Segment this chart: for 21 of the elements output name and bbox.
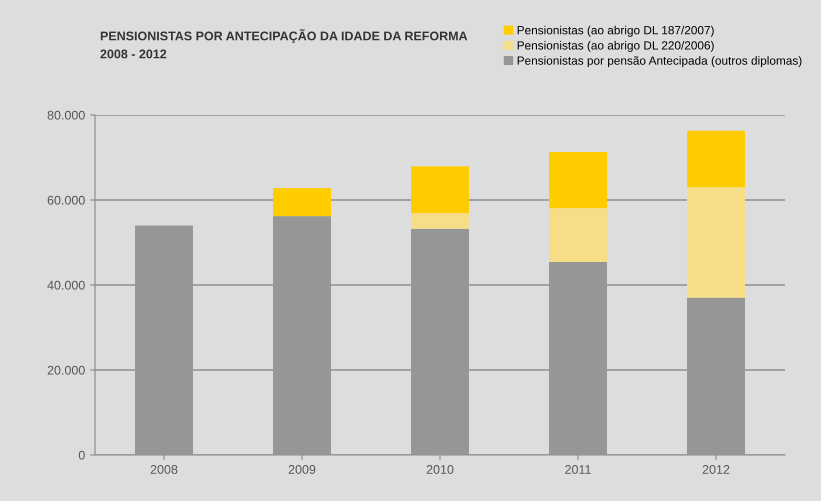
bar: [411, 213, 469, 229]
y-tick-label: 40.000: [47, 280, 85, 290]
bar: [687, 130, 745, 188]
bar: [687, 187, 745, 298]
x-tick-label: 2010: [426, 465, 454, 474]
legend-label: Pensionistas (ao abrigo DL 187/2007): [518, 26, 714, 37]
x-tick-label: 2009: [288, 465, 316, 474]
x-tick-label: 2011: [565, 465, 591, 474]
bar: [549, 152, 607, 208]
bar: [411, 166, 469, 214]
legend-label: Pensionistas por pensão Antecipada (outros diplomas): [518, 56, 802, 68]
y-tick-label: 0: [78, 450, 85, 460]
bar: [273, 188, 331, 216]
x-tick-label: 2008: [150, 465, 178, 474]
legend-label: Pensionistas (ao abrigo DL 220/2006): [518, 40, 714, 52]
bar: [549, 208, 607, 262]
y-tick-label: 80.000: [48, 110, 85, 120]
y-tick-label: 20.000: [48, 366, 85, 375]
chart-title: PENSIONISTAS POR ANTECIPAÇÃO DA IDADE DA REFORMA 2008 - 2012: [100, 29, 468, 58]
x-tick-label: 2012: [702, 465, 730, 474]
y-tick-label: 60.000: [48, 196, 85, 205]
